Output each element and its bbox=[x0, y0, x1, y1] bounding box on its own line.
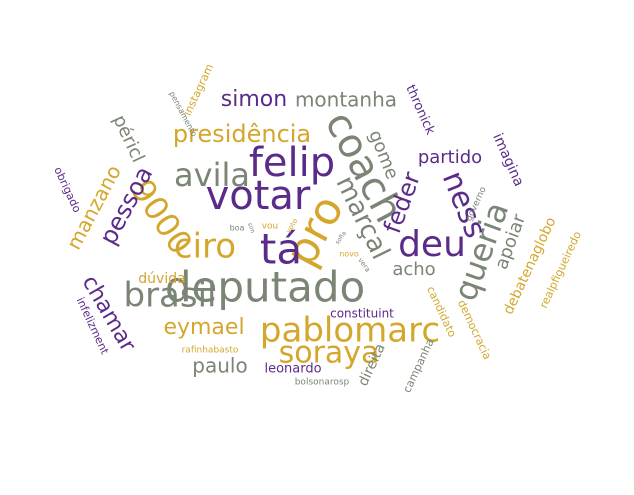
word-30: imagina bbox=[489, 131, 527, 189]
word-38: obrigado bbox=[51, 165, 83, 215]
word-36: constituint bbox=[330, 307, 394, 321]
word-24: paulo bbox=[192, 354, 247, 378]
word-27: partido bbox=[418, 147, 482, 168]
word-35: leonardo bbox=[264, 362, 321, 377]
word-26: acho bbox=[392, 259, 435, 280]
word-0: deputado bbox=[165, 263, 365, 312]
word-48: vou bbox=[262, 222, 279, 232]
word-45: rafinhabasto bbox=[182, 346, 239, 356]
word-32: thronick bbox=[402, 83, 437, 138]
word-1: votar bbox=[206, 173, 311, 219]
word-14: soraya bbox=[279, 336, 380, 371]
word-2: felip bbox=[249, 140, 335, 186]
word-46: bolsonarosp bbox=[295, 378, 350, 388]
word-22: simon bbox=[221, 87, 287, 112]
word-18: eymael bbox=[163, 315, 244, 340]
word-8: tá bbox=[260, 225, 302, 274]
word-12: deu bbox=[398, 224, 466, 265]
word-29: péricl bbox=[108, 112, 148, 166]
word-50: novo bbox=[339, 250, 359, 259]
word-41: democracia bbox=[455, 298, 494, 362]
word-3: pablomarc bbox=[260, 311, 440, 351]
word-16: presidência bbox=[173, 120, 311, 148]
word-52: sim bbox=[246, 222, 256, 235]
word-9: avila bbox=[174, 156, 250, 194]
word-23: montanha bbox=[295, 88, 397, 112]
word-7: ciro bbox=[174, 227, 236, 267]
word-51: boa bbox=[230, 224, 245, 233]
word-34: dúvida bbox=[138, 271, 185, 287]
word-6: brasil bbox=[123, 276, 216, 316]
